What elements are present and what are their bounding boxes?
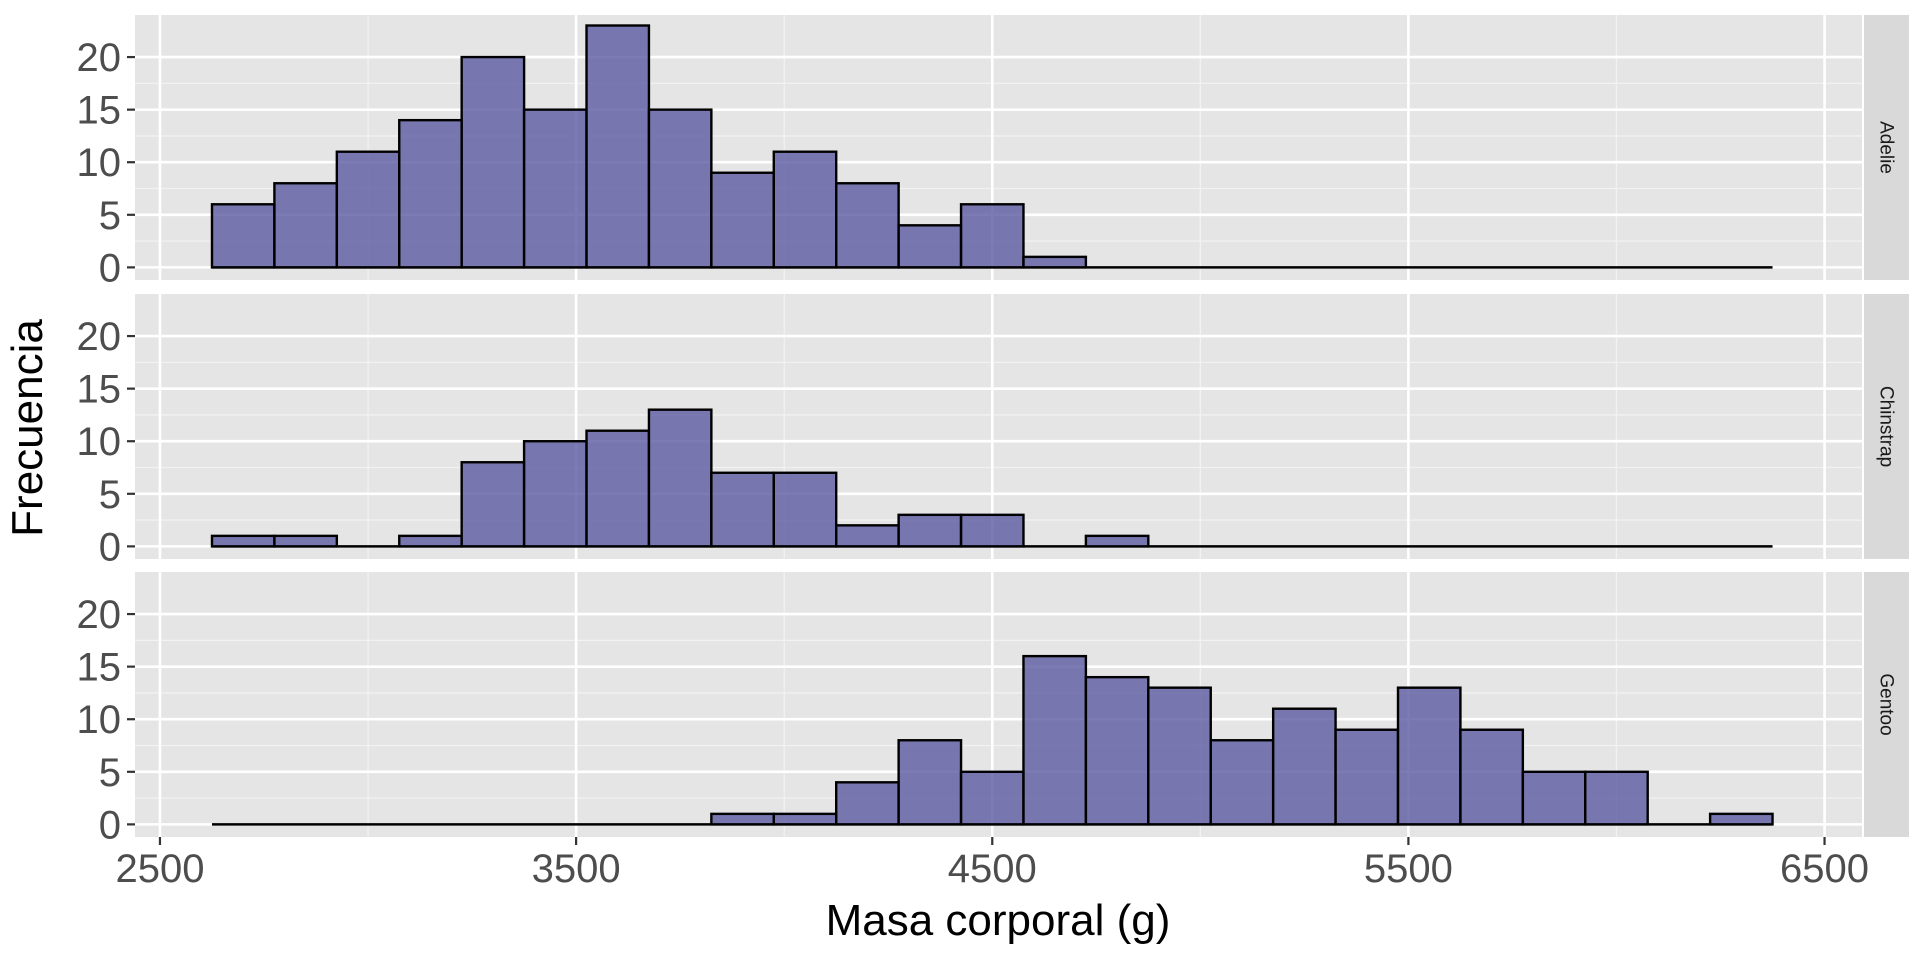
y-tick-label: 0 [99,246,121,290]
y-tick-label: 10 [77,698,122,742]
y-tick-label: 20 [77,593,122,637]
histogram-bar [1084,534,1150,548]
histogram-bar [772,150,838,269]
histogram-bar [959,770,1025,826]
histogram-bar [835,524,900,548]
histogram-bar [1022,255,1088,269]
facet-strip [1864,15,1909,280]
facet-strip-label: Chinstrap [1876,386,1897,467]
histogram-bar [1584,770,1649,826]
histogram-bar [1521,770,1587,826]
histogram-bar [1708,812,1774,826]
y-tick-label: 0 [99,525,121,569]
histogram-bar [835,182,900,269]
histogram-bar [835,781,900,826]
histogram-bar [460,461,526,548]
x-tick-label: 4500 [948,847,1037,891]
y-tick-label: 5 [99,473,121,517]
histogram-bar [335,150,401,269]
histogram-bar [210,203,276,269]
histogram-bar [273,534,339,548]
histogram-bar [710,812,775,826]
histogram-bar [647,108,713,269]
y-tick-label: 5 [99,194,121,238]
histogram-bar [710,171,775,269]
facet-strip [1864,294,1909,559]
histogram-bar [398,534,463,548]
histogram-bar [585,429,651,548]
histogram-bar [772,471,838,548]
y-tick-label: 5 [99,751,121,795]
histogram-bar [1147,686,1212,826]
facet-panel-adelie: 0 5 10 15 20 Adelie [77,15,1909,290]
histogram-bar [647,408,713,548]
x-tick-label: 6500 [1780,847,1869,891]
facet-strip [1864,572,1909,837]
histogram-bar [210,534,276,548]
histogram-bar [1022,654,1088,826]
histogram-bar [522,108,588,269]
histogram-bar [585,24,651,269]
histogram-bar [1334,728,1400,826]
histogram-bar [1396,686,1462,826]
y-axis-title: Frecuencia [3,319,52,537]
histogram-bar [897,513,963,548]
histogram-bar [897,224,963,269]
histogram-bar [1459,728,1525,826]
facet-panel-chinstrap: 0 5 10 15 20 Chinstrap [77,294,1909,569]
facet-strip-label: Gentoo [1876,673,1897,735]
x-tick-label: 3500 [532,847,621,891]
histogram-bar [959,203,1025,269]
y-tick-label: 10 [77,420,122,464]
histogram-bar [772,812,838,826]
histogram-bar [1271,707,1337,826]
histogram-bar [1084,675,1150,826]
y-tick-label: 15 [77,89,122,133]
histogram-bar [710,471,775,548]
facet-panel-gentoo: 0 5 10 15 20 Gentoo [77,572,1909,847]
histogram-bar [959,513,1025,548]
x-tick-label: 5500 [1364,847,1453,891]
histogram-bar [1209,739,1275,826]
histogram-bar [897,739,963,826]
histogram-bar [398,118,463,269]
y-tick-label: 10 [77,141,122,185]
y-tick-label: 15 [77,368,122,412]
facet-strip-label: Adelie [1876,121,1897,174]
histogram-bar [460,55,526,269]
x-tick-label: 2500 [115,847,204,891]
y-tick-label: 15 [77,646,122,690]
histogram-bar [273,182,339,269]
y-tick-label: 20 [77,36,122,80]
y-tick-label: 0 [99,803,121,847]
x-axis-title: Masa corporal (g) [826,896,1171,945]
y-tick-label: 20 [77,315,122,359]
histogram-bar [522,440,588,548]
